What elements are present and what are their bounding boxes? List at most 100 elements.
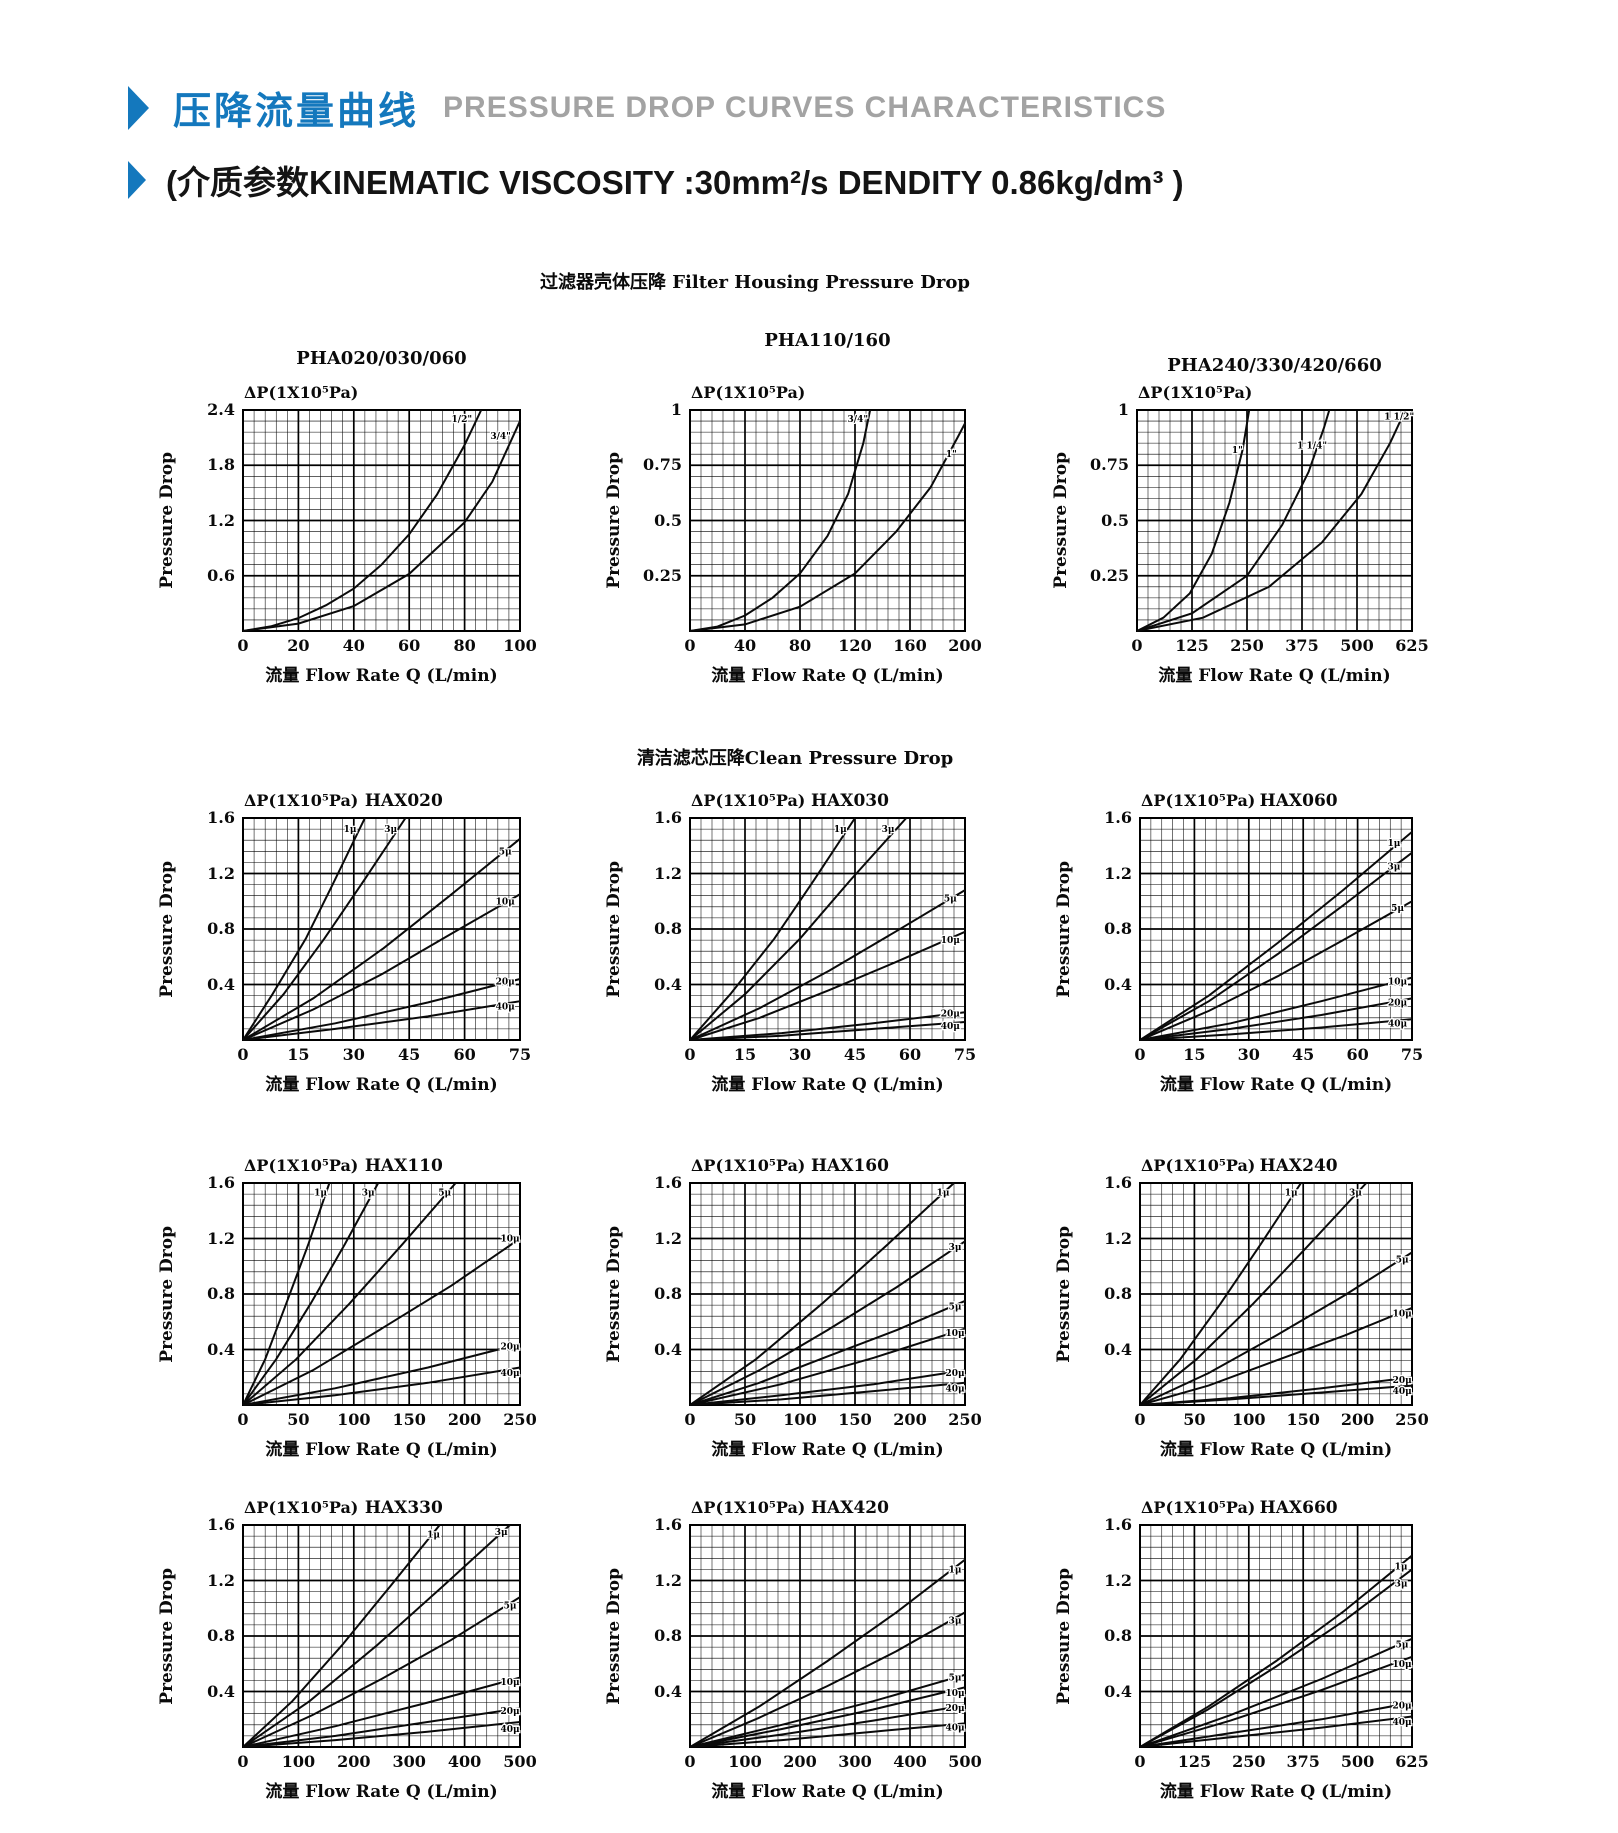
x-tick-label: 15 [733,1045,757,1064]
x-tick-label: 150 [838,1410,872,1429]
series-label: 5μ [944,895,957,905]
y-unit-label: ΔP(1X10⁵Pa) [244,1498,359,1517]
y-tick-label: 1.2 [207,1228,235,1248]
x-tick-label: 250 [1232,1752,1266,1771]
series-label: 3μ [495,1528,508,1538]
blue-arrow-icon [128,85,149,130]
y-tick-label: 1.2 [654,1570,682,1590]
chart-plot: 1" 1 1/4" 1 1/2" [1136,409,1415,632]
curve-1μ [242,817,366,1041]
x-tick-label: 300 [838,1752,872,1771]
curve-5μ [242,1182,457,1406]
chart-title: PHA110/160 [764,330,891,351]
chart-title: HAX330 [364,1498,443,1518]
x-axis-label: 流量 Flow Rate Q (L/min) [711,1440,944,1460]
chart-hax160: HAX160 ΔP(1X10⁵Pa) Pressure Drop 1μ 3μ 5μ 10μ 2… [604,1156,982,1460]
x-tick-label: 20 [287,636,310,655]
chart-plot: 1μ 3μ 5μ 10μ 20μ 40μ [1139,1524,1413,1748]
curve-3μ [1139,1182,1368,1406]
curve-3μ [689,1611,966,1748]
series-label: 1μ [1387,839,1400,849]
x-tick-label: 40 [342,636,365,655]
x-tick-label: 0 [1134,1410,1146,1429]
curve-20μ [242,1343,521,1406]
chart-hax020: HAX020 ΔP(1X10⁵Pa) Pressure Drop 1μ 3μ 5μ 10μ 2… [157,791,531,1095]
curve-1 1/2" [1136,409,1407,632]
y-tick-label: 0.4 [207,1339,235,1359]
x-tick-label: 50 [1183,1410,1206,1429]
series-label: 40μ [946,1724,966,1734]
series-label: 10μ [500,1235,520,1245]
x-tick-label: 75 [953,1045,977,1064]
x-axis-label: 流量 Flow Rate Q (L/min) [711,666,944,686]
x-tick-label: 400 [893,1752,927,1771]
series-label: 3μ [1349,1189,1362,1199]
series-label: 5μ [1396,1640,1409,1650]
y-tick-label: 1.2 [207,863,235,883]
chart-title: HAX660 [1259,1498,1338,1518]
x-tick-label: 0 [237,1410,249,1429]
y-tick-label: 0.5 [654,510,682,530]
chart-title: HAX160 [811,1156,889,1176]
chart-title: HAX030 [811,791,889,811]
series-label: 1μ [1395,1563,1408,1573]
x-tick-label: 200 [948,636,982,655]
curve-10μ [242,1676,521,1748]
x-tick-label: 75 [508,1045,532,1064]
chart-title: HAX020 [364,791,443,811]
curve-20μ [1139,1376,1413,1406]
series-label: 1μ [937,1189,950,1199]
y-tick-label: 1.2 [654,863,682,883]
chart-hax420: HAX420 ΔP(1X10⁵Pa) Pressure Drop 1μ 3μ 5μ 10μ 2… [604,1498,982,1802]
chart-plot: 1/2" 3/4" [242,409,521,632]
x-tick-label: 0 [237,636,249,655]
y-unit-label: ΔP(1X10⁵Pa) [691,1498,806,1517]
x-tick-label: 0 [1131,636,1143,655]
curve-3μ [242,1182,380,1406]
series-label: 20μ [1392,1701,1412,1711]
y-tick-label: 1 [670,400,682,419]
series-label: 1μ [1285,1189,1298,1199]
series-label: 1" [1232,446,1243,456]
page-title-cn: 压降流量曲线 [173,89,420,133]
chart-plot: 1μ 3μ 5μ 10μ 20μ 40μ [1139,817,1413,1041]
curve-10μ [689,930,966,1041]
x-tick-label: 625 [1395,636,1429,655]
chart-title: HAX110 [364,1156,443,1176]
x-tick-label: 0 [684,1045,696,1064]
series-label: 40μ [496,1003,516,1013]
y-tick-label: 0.8 [654,1284,682,1303]
curve-5μ [242,838,521,1041]
series-label: 5μ [499,847,512,857]
x-tick-label: 40 [733,636,757,655]
x-tick-label: 500 [948,1752,982,1771]
x-tick-label: 250 [1230,636,1264,655]
series-label: 1μ [834,825,847,835]
plot-frame [689,409,966,632]
series-label: 40μ [1393,1387,1413,1397]
x-tick-label: 500 [503,1752,537,1771]
curve-10μ [1139,976,1413,1041]
media-parameters-line: (介质参数KINEMATIC VISCOSITY :30mm²/s DENDIT… [128,156,1184,204]
series-label: 1 1/4" [1297,441,1327,451]
curve-20μ [689,1704,966,1748]
y-tick-label: 1 [1117,400,1129,419]
series-label: 10μ [946,1329,966,1339]
y-tick-label: 0.8 [207,1284,235,1303]
curve-10μ [689,1327,966,1406]
curve-20μ [1139,1701,1413,1748]
x-tick-label: 500 [1340,1752,1375,1771]
x-tick-label: 300 [392,1752,426,1771]
y-tick-label: 0.4 [207,1681,235,1701]
x-axis-label: 流量 Flow Rate Q (L/min) [1159,1782,1393,1802]
series-label: 10μ [1392,1660,1412,1670]
curve-1μ [1139,831,1413,1041]
x-tick-label: 200 [1340,1410,1375,1429]
y-unit-label: ΔP(1X10⁵Pa) [1138,383,1253,402]
x-tick-label: 60 [398,636,421,655]
series-label: 20μ [946,1704,966,1714]
curve-1μ [1139,1554,1413,1748]
y-tick-label: 1.2 [207,510,235,530]
x-tick-label: 80 [788,636,812,655]
